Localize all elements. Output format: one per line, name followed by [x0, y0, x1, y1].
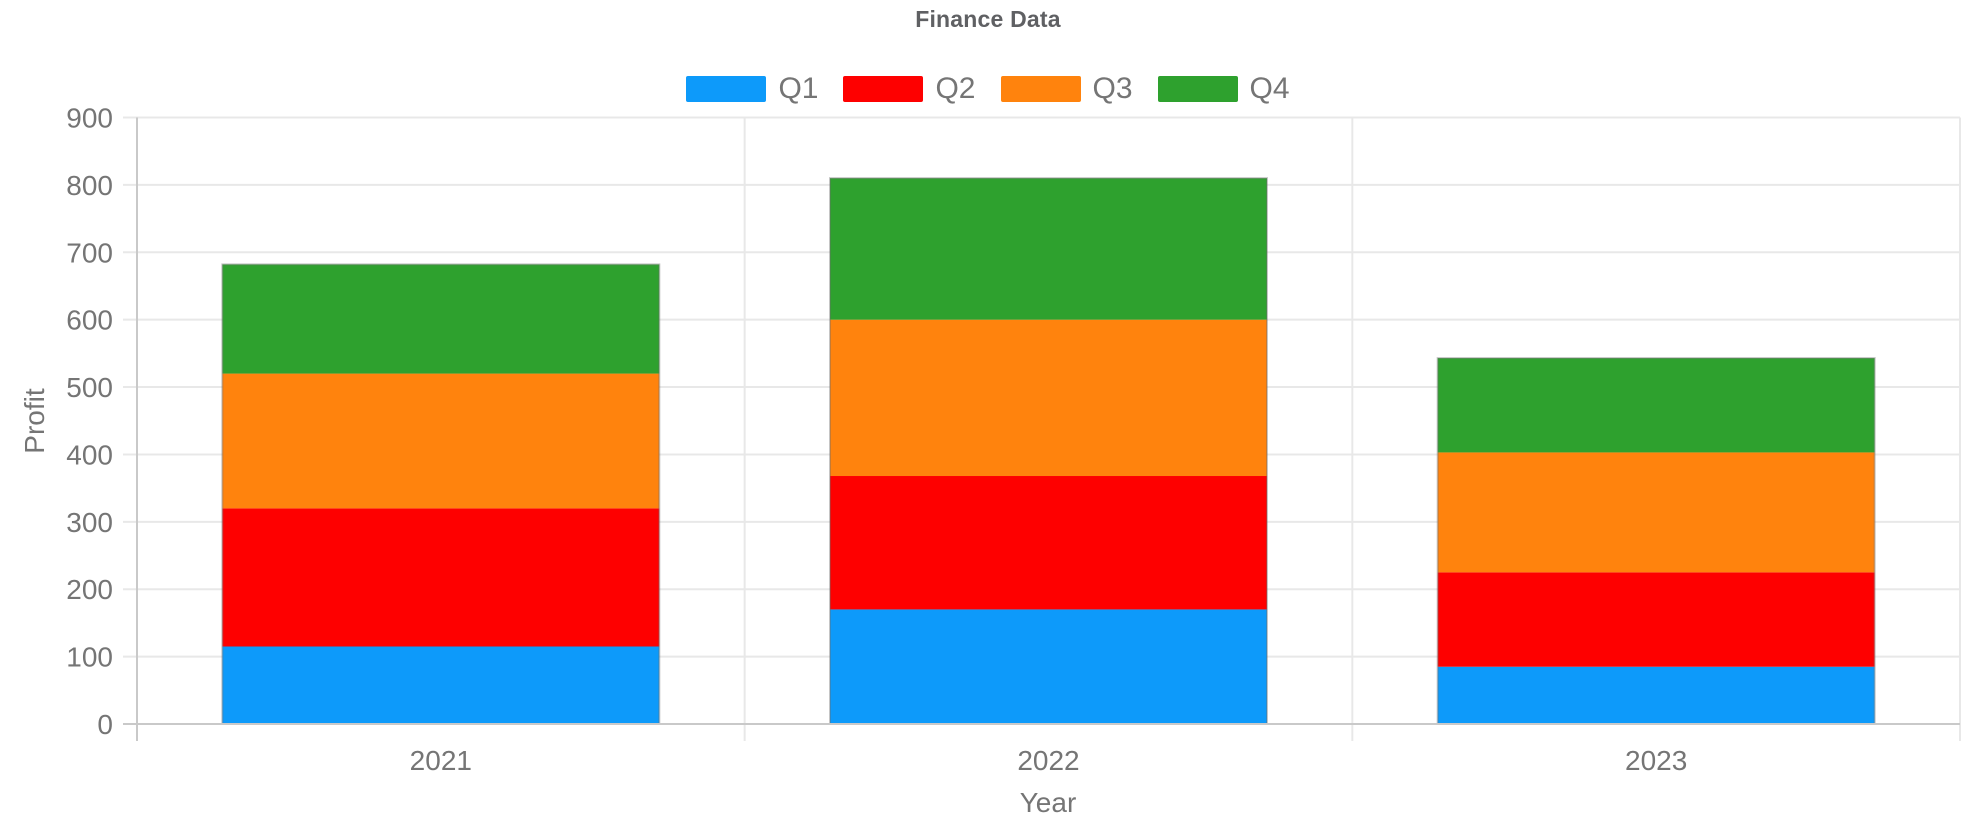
legend-label-q4: Q4 [1249, 72, 1290, 105]
bars-layer [221, 177, 1876, 725]
bar-segment-2022-Q3[interactable] [830, 319, 1267, 477]
y-tick-label-0: 0 [97, 709, 113, 740]
y-tick-label-800: 800 [66, 170, 113, 201]
bar-segment-2023-Q1[interactable] [1437, 666, 1875, 724]
bar-segment-2021-Q3[interactable] [222, 373, 660, 509]
legend-label-q2: Q2 [935, 72, 976, 105]
bar-segment-2023-Q4[interactable] [1437, 358, 1875, 453]
y-tick-label-100: 100 [66, 642, 113, 673]
y-tick-label-700: 700 [66, 237, 113, 268]
legend-label-q3: Q3 [1092, 72, 1133, 105]
legend-item-q2[interactable]: Q2 [843, 72, 976, 105]
legend-item-q4[interactable]: Q4 [1157, 72, 1290, 105]
bar-segment-2023-Q2[interactable] [1437, 572, 1875, 667]
bar-segment-2021-Q1[interactable] [222, 646, 660, 724]
bar-segment-2023-Q3[interactable] [1437, 452, 1875, 573]
labels-layer: 0 100 200 300 400 500 600 700 800 900 2021 2022 2023 [66, 103, 1687, 777]
legend: Q1 Q2 Q3 Q4 [0, 74, 1976, 104]
x-tick-label-2021: 2021 [410, 745, 472, 776]
bar-segment-2021-Q4[interactable] [222, 264, 660, 374]
y-tick-label-900: 900 [66, 103, 113, 134]
legend-item-q1[interactable]: Q1 [686, 74, 818, 104]
y-tick-label-200: 200 [66, 574, 113, 605]
axis-layer [123, 117, 1960, 741]
bar-segment-2022-Q2[interactable] [830, 476, 1267, 610]
legend-swatch-q1 [686, 76, 767, 102]
bar-segment-2022-Q4[interactable] [830, 178, 1267, 320]
y-tick-label-500: 500 [66, 372, 113, 403]
bar-segment-2021-Q2[interactable] [222, 508, 660, 647]
y-axis-title: Profit [19, 388, 50, 454]
legend-item-q3[interactable]: Q3 [1000, 72, 1133, 105]
y-tick-label-400: 400 [66, 439, 113, 470]
x-tick-label-2022: 2022 [1017, 745, 1079, 776]
x-tick-label-2023: 2023 [1625, 745, 1687, 776]
legend-swatch-q3 [1000, 76, 1081, 102]
x-axis-title: Year [1020, 787, 1077, 818]
legend-label-q1: Q1 [778, 72, 819, 105]
legend-swatch-q2 [843, 76, 924, 102]
y-tick-label-600: 600 [66, 305, 113, 336]
chart-title: Finance Data [915, 6, 1061, 32]
bar-segment-2022-Q1[interactable] [830, 609, 1267, 724]
legend-swatch-q4 [1157, 76, 1238, 102]
y-tick-label-300: 300 [66, 507, 113, 538]
